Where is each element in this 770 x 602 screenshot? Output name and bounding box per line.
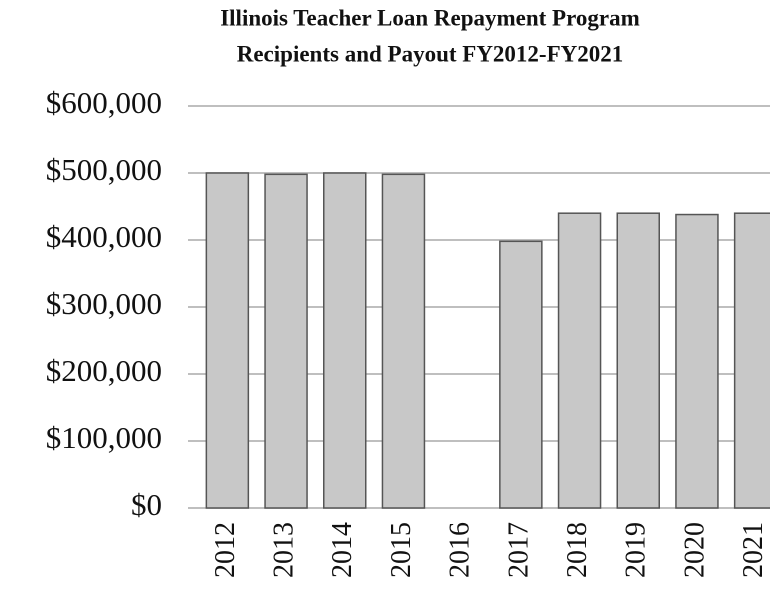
y-tick-label: $0: [131, 487, 162, 522]
x-tick-label: 2019: [621, 522, 652, 578]
bar: [675, 213, 719, 509]
bar: [616, 212, 660, 509]
x-tick-label: 2018: [562, 522, 593, 578]
bar: [733, 212, 770, 509]
x-tick-label: 2016: [445, 522, 476, 578]
bar: [205, 172, 250, 509]
x-tick-label: 2015: [386, 522, 417, 578]
x-tick-label: 2017: [503, 522, 534, 578]
bar: [264, 173, 308, 509]
y-tick-label: $200,000: [46, 353, 162, 388]
bar: [499, 240, 543, 509]
y-tick-label: $500,000: [46, 152, 162, 187]
chart-title: Illinois Teacher Loan Repayment Program: [220, 5, 640, 30]
x-tick-label: 2012: [210, 522, 241, 578]
bar: [323, 172, 367, 509]
chart-subtitle: Recipients and Payout FY2012-FY2021: [237, 41, 624, 66]
x-tick-label: 2021: [738, 522, 769, 578]
y-tick-label: $400,000: [46, 219, 162, 254]
x-tick-label: 2013: [268, 522, 299, 578]
y-tick-label: $100,000: [46, 420, 162, 455]
x-tick-label: 2014: [327, 522, 358, 578]
y-tick-label: $600,000: [46, 85, 162, 120]
x-tick-label: 2020: [679, 522, 710, 578]
bar: [557, 212, 602, 509]
y-tick-label: $300,000: [46, 286, 162, 321]
bar: [381, 173, 426, 509]
